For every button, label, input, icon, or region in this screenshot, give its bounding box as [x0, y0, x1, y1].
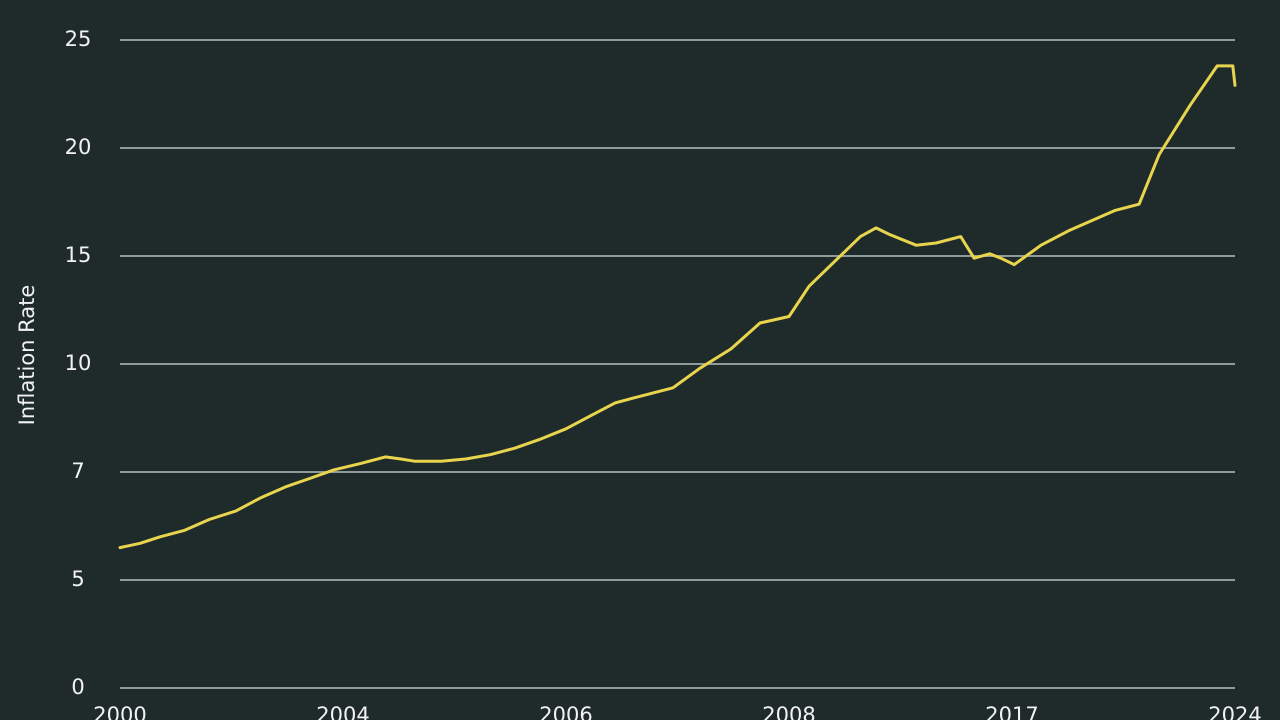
- y-tick-label: 10: [65, 351, 92, 375]
- x-tick-label: 2008: [762, 703, 815, 720]
- y-tick-label: 20: [65, 135, 92, 159]
- y-tick-label: 5: [71, 567, 84, 591]
- y-tick-label: 0: [71, 675, 84, 699]
- data-line: [118, 64, 1237, 550]
- y-tick-label: 15: [65, 243, 92, 267]
- x-tick-label: 2017: [985, 703, 1038, 720]
- x-tick-label: 2024: [1208, 703, 1261, 720]
- x-tick-label: 2006: [539, 703, 592, 720]
- x-tick-label: 2000: [93, 703, 146, 720]
- x-tick-label: 2004: [316, 703, 369, 720]
- y-axis-label: Inflation Rate: [15, 285, 39, 426]
- y-tick-label: 7: [71, 459, 84, 483]
- y-tick-label: 25: [65, 27, 92, 51]
